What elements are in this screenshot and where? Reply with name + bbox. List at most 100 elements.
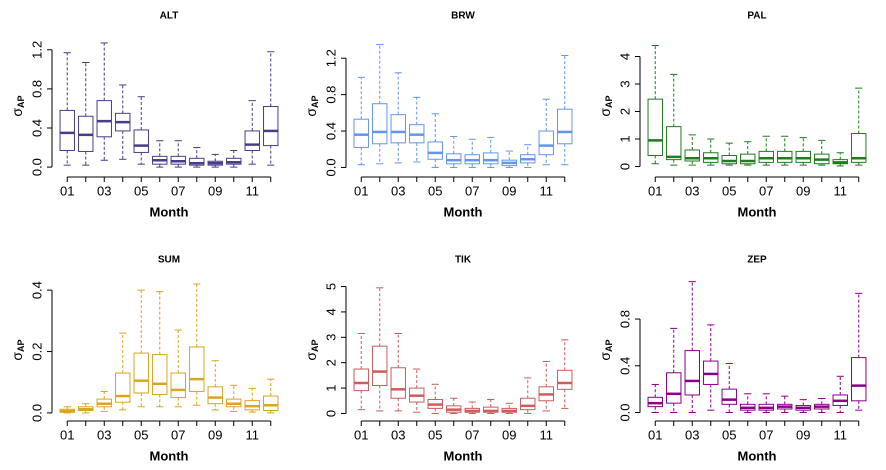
- box: [427, 141, 443, 160]
- x-tick-label: 07: [465, 427, 479, 442]
- box: [189, 157, 205, 166]
- x-tick-label: 05: [722, 427, 736, 442]
- y-label-subscript: AP: [16, 339, 26, 352]
- y-label-subscript: AP: [310, 339, 320, 352]
- x-tick-label: 05: [134, 427, 148, 442]
- x-axis-label: Month: [738, 204, 777, 219]
- y-label-symbol: σ: [597, 352, 613, 361]
- x-tick-label: 03: [97, 183, 111, 198]
- box: [353, 368, 369, 392]
- panel: BRW 0.0 0.4 0.8 1.2 σAP 01 03 05 07 09 11 Month: [303, 11, 573, 219]
- x-tick-label: 07: [171, 427, 185, 442]
- box: [446, 153, 462, 165]
- x-tick-label: 07: [465, 183, 479, 198]
- box: [758, 150, 774, 163]
- y-axis-label: σAP: [9, 339, 27, 360]
- y-axis-label: σAP: [9, 95, 27, 116]
- x-tick-label: 03: [391, 427, 405, 442]
- x-tick-label: 01: [60, 183, 74, 198]
- x-tick-label: 07: [171, 183, 185, 198]
- y-tick-label: 0: [323, 410, 338, 417]
- panel: SUM 0.0 0.2 0.4 σAP 01 03 05 07 09 11 Month: [9, 255, 279, 463]
- box: [666, 126, 682, 161]
- box: [740, 153, 756, 165]
- x-tick-label: 03: [391, 183, 405, 198]
- box: [684, 350, 700, 396]
- x-tick-label: 09: [796, 427, 810, 442]
- y-label-symbol: σ: [9, 352, 25, 361]
- y-tick-label: 0.8: [617, 310, 632, 328]
- box: [666, 372, 682, 404]
- x-tick-label: 03: [685, 427, 699, 442]
- box: [390, 114, 406, 144]
- box: [189, 346, 205, 392]
- box: [557, 369, 573, 390]
- box: [244, 130, 260, 151]
- box: [721, 155, 737, 165]
- box: [851, 357, 867, 402]
- y-label-subscript: AP: [604, 339, 614, 352]
- y-tick-label: 0.0: [29, 158, 44, 176]
- y-tick-label: 1.2: [29, 41, 44, 59]
- panel-title: ZEP: [747, 255, 767, 266]
- y-tick-label: 0.0: [29, 404, 44, 422]
- x-tick-label: 09: [208, 183, 222, 198]
- y-tick-label: 1: [617, 135, 632, 142]
- y-tick-label: 3: [323, 334, 338, 341]
- y-axis-label: σAP: [597, 339, 615, 360]
- y-axis-label: σAP: [303, 339, 321, 360]
- y-label-subscript: AP: [604, 95, 614, 108]
- x-tick-label: 07: [759, 427, 773, 442]
- box: [59, 109, 75, 151]
- panel: ALT 0.0 0.4 0.8 1.2 σAP 01 03 05 07 09 11 Month: [9, 11, 279, 219]
- x-tick-label: 01: [648, 427, 662, 442]
- y-tick-label: 0.2: [29, 342, 44, 360]
- box: [353, 118, 369, 148]
- x-tick-label: 11: [246, 183, 260, 198]
- x-tick-label: 11: [834, 183, 848, 198]
- x-tick-label: 11: [540, 183, 554, 198]
- y-tick-label: 0.4: [29, 119, 44, 137]
- y-tick-label: 4: [617, 53, 632, 60]
- box: [390, 367, 406, 399]
- x-tick-label: 05: [428, 183, 442, 198]
- box: [263, 395, 279, 411]
- y-tick-label: 2: [617, 108, 632, 115]
- x-axis-label: Month: [738, 448, 777, 463]
- box: [851, 133, 867, 163]
- x-tick-label: 05: [134, 183, 148, 198]
- box: [152, 354, 168, 396]
- y-tick-label: 0.4: [29, 281, 44, 299]
- y-tick-label: 0.0: [323, 158, 338, 176]
- panel-title: PAL: [747, 11, 766, 22]
- y-tick-label: 1.2: [323, 49, 338, 67]
- box: [207, 386, 223, 405]
- y-label-subscript: AP: [310, 95, 320, 108]
- box: [170, 372, 186, 399]
- box: [483, 152, 499, 165]
- box: [133, 352, 149, 394]
- x-tick-label: 03: [685, 183, 699, 198]
- y-tick-label: 0.0: [617, 403, 632, 421]
- y-tick-label: 2: [323, 359, 338, 366]
- box: [684, 149, 700, 162]
- box: [115, 372, 131, 403]
- box: [721, 388, 737, 405]
- y-label-symbol: σ: [303, 108, 319, 117]
- box: [647, 98, 663, 156]
- panel-title: TIK: [455, 255, 472, 266]
- y-label-symbol: σ: [9, 108, 25, 117]
- box: [777, 150, 793, 163]
- x-tick-label: 01: [354, 427, 368, 442]
- y-tick-label: 0.8: [323, 86, 338, 104]
- y-tick-label: 0.4: [323, 122, 338, 140]
- y-label-symbol: σ: [303, 352, 319, 361]
- y-tick-label: 0.8: [29, 80, 44, 98]
- y-tick-label: 0: [617, 163, 632, 170]
- y-tick-label: 4: [323, 308, 338, 315]
- x-tick-label: 09: [208, 427, 222, 442]
